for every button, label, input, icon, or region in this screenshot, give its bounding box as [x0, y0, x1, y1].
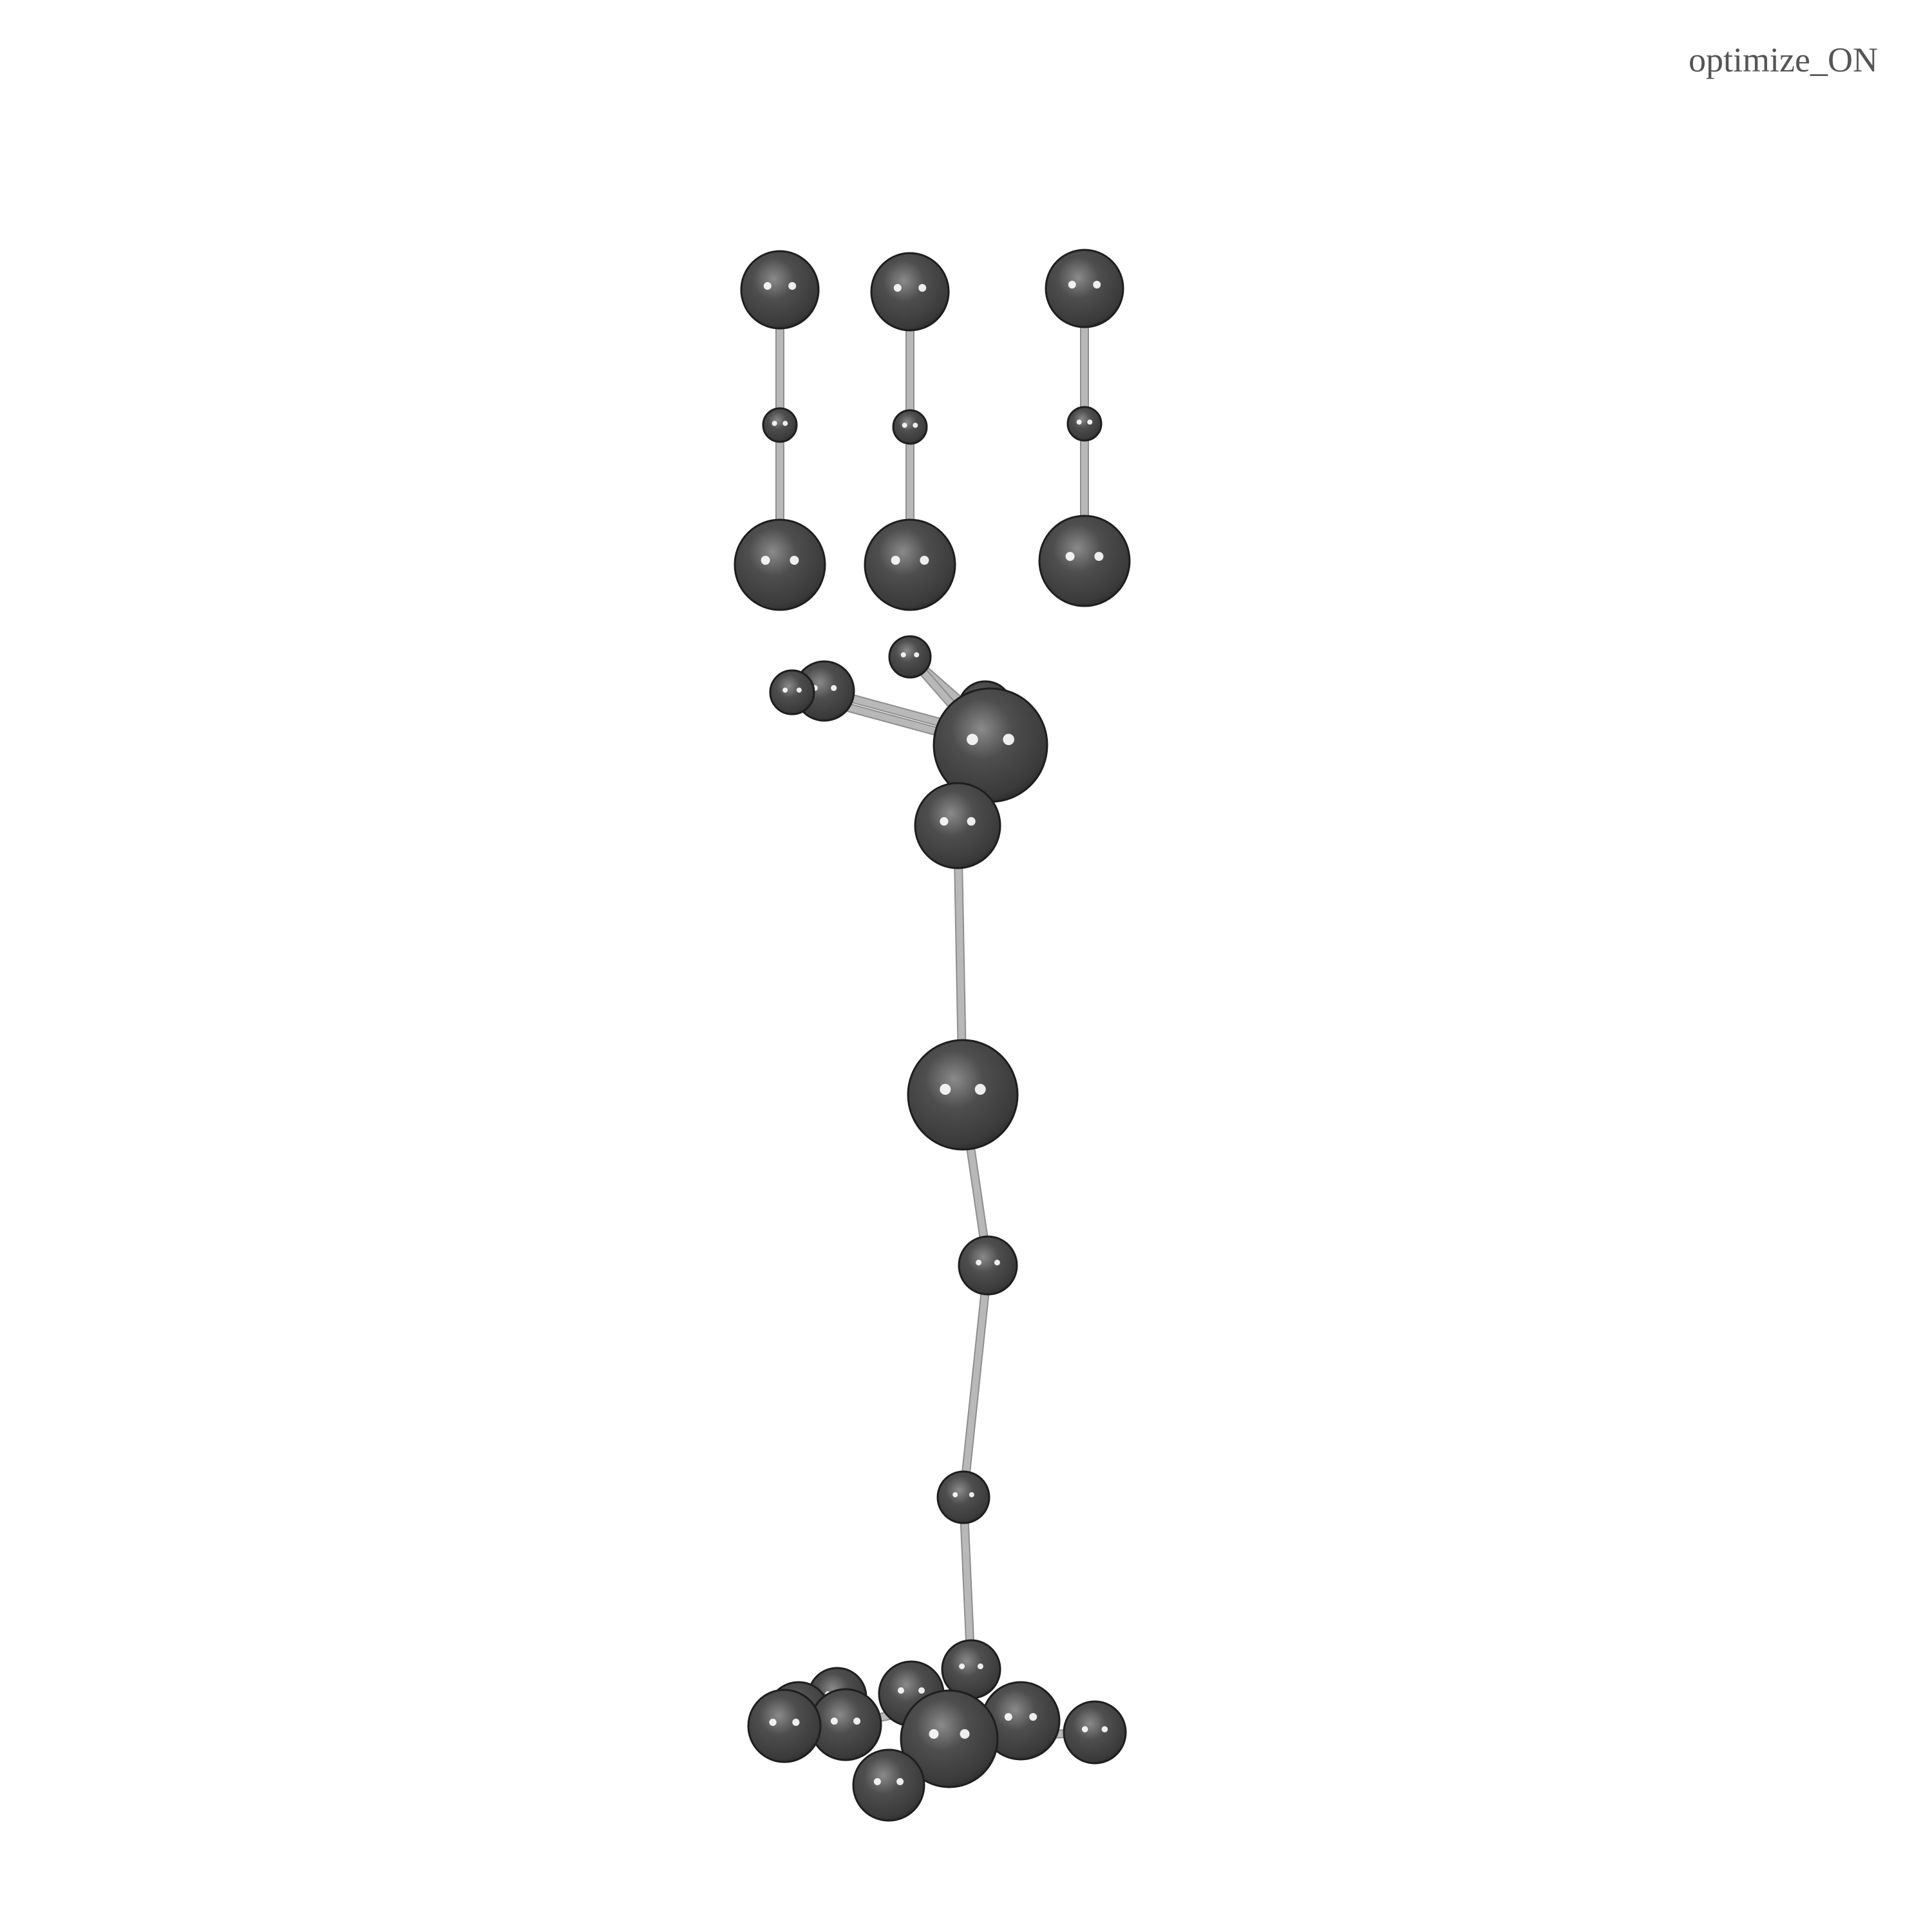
- bonds-layer: [775, 288, 1096, 1790]
- atom: [958, 1235, 1018, 1296]
- bond: [958, 1264, 993, 1499]
- atom: [769, 669, 815, 715]
- atom: [762, 407, 798, 443]
- atom: [941, 1639, 1001, 1700]
- optimize-label: optimize_ON: [1689, 41, 1878, 79]
- atom: [936, 1470, 990, 1524]
- atom: [1063, 1700, 1127, 1765]
- atom: [870, 252, 950, 332]
- atom: [734, 518, 826, 611]
- atom: [740, 250, 820, 330]
- atom: [914, 782, 1001, 869]
- atom: [907, 1039, 1019, 1151]
- atom: [809, 1688, 882, 1761]
- atom: [1045, 249, 1124, 328]
- atom: [892, 409, 928, 445]
- atom: [981, 1681, 1061, 1761]
- atom: [1066, 406, 1103, 442]
- atom: [852, 1748, 925, 1822]
- atom: [864, 518, 956, 611]
- atoms-layer: [734, 249, 1131, 1822]
- atom: [900, 1689, 999, 1788]
- atom: [747, 1689, 822, 1763]
- atom: [888, 635, 932, 679]
- atom: [1038, 515, 1131, 607]
